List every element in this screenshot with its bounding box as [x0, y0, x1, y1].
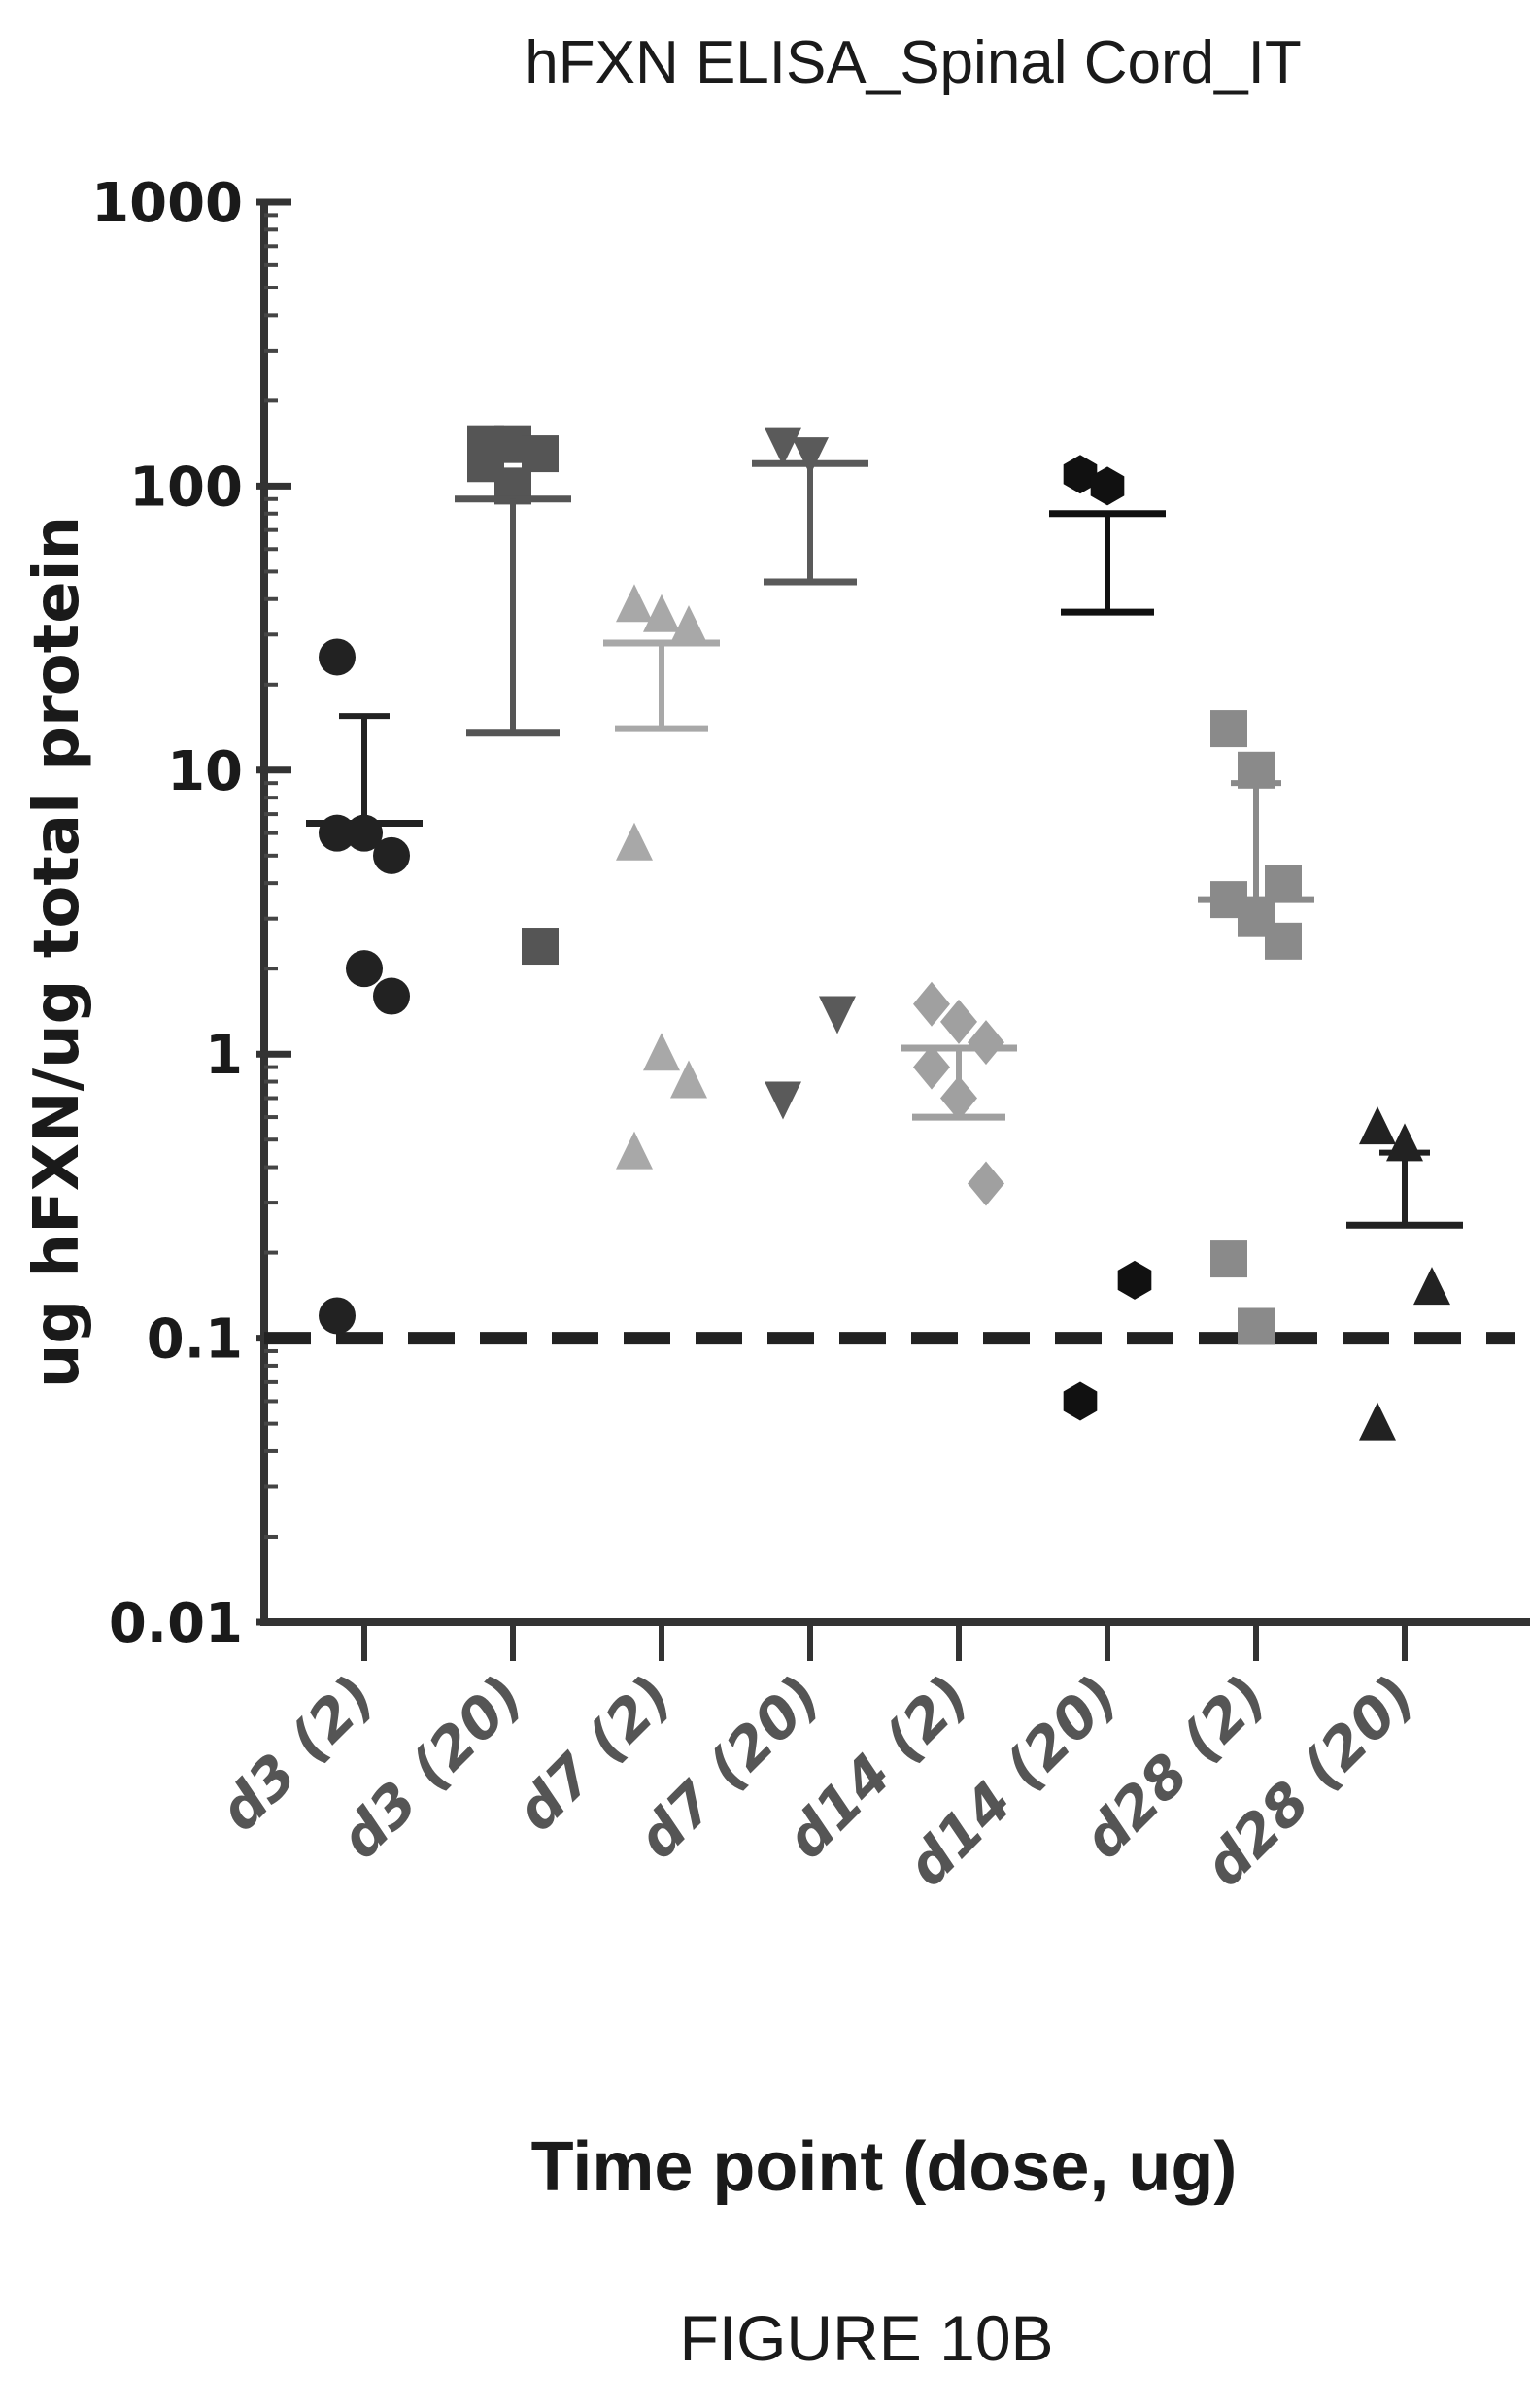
y-tick-label: 0.1 — [147, 1308, 243, 1372]
x-axis-label: Time point (dose, ug) — [531, 2128, 1238, 2206]
data-point — [373, 977, 410, 1015]
data-point — [1063, 455, 1098, 494]
data-point — [670, 1060, 707, 1099]
data-point — [1210, 710, 1247, 748]
data-point — [765, 1081, 801, 1120]
data-point — [1413, 1267, 1450, 1306]
data-point — [913, 981, 950, 1027]
data-point — [643, 594, 680, 632]
data-point — [1359, 1402, 1396, 1441]
figure-caption: FIGURE 10B — [679, 2302, 1053, 2374]
data-point — [616, 1131, 653, 1170]
data-point — [968, 1161, 1004, 1206]
data-point — [1238, 1307, 1275, 1345]
data-point — [792, 437, 829, 476]
data-point — [968, 1020, 1004, 1066]
data-point — [1090, 466, 1125, 506]
data-point — [522, 435, 559, 473]
data-point — [373, 836, 410, 874]
y-tick-label: 1000 — [91, 172, 243, 235]
data-point — [1265, 865, 1302, 902]
data-point — [643, 1033, 680, 1071]
data-point — [670, 605, 707, 644]
data-point — [1359, 1106, 1396, 1145]
data-point — [319, 638, 356, 676]
data-point — [346, 950, 383, 988]
data-point — [616, 584, 653, 623]
data-point — [940, 999, 977, 1044]
data-point — [1117, 1260, 1152, 1300]
y-tick-label: 100 — [129, 456, 243, 519]
data-point — [913, 1044, 950, 1090]
data-point — [616, 822, 653, 861]
data-point — [319, 1297, 356, 1335]
y-tick-label: 10 — [167, 740, 243, 803]
data-point — [1265, 922, 1302, 960]
y-tick-label: 0.01 — [109, 1592, 243, 1655]
data-point — [1210, 1240, 1247, 1278]
data-point — [1063, 1381, 1098, 1421]
chart-title: hFXN ELISA_Spinal Cord_IT — [525, 29, 1302, 96]
y-axis-label: ug hFXN/ug total protein — [21, 516, 93, 1388]
data-point — [819, 996, 856, 1034]
y-tick-label: 1 — [205, 1024, 243, 1087]
data-point — [522, 928, 559, 966]
